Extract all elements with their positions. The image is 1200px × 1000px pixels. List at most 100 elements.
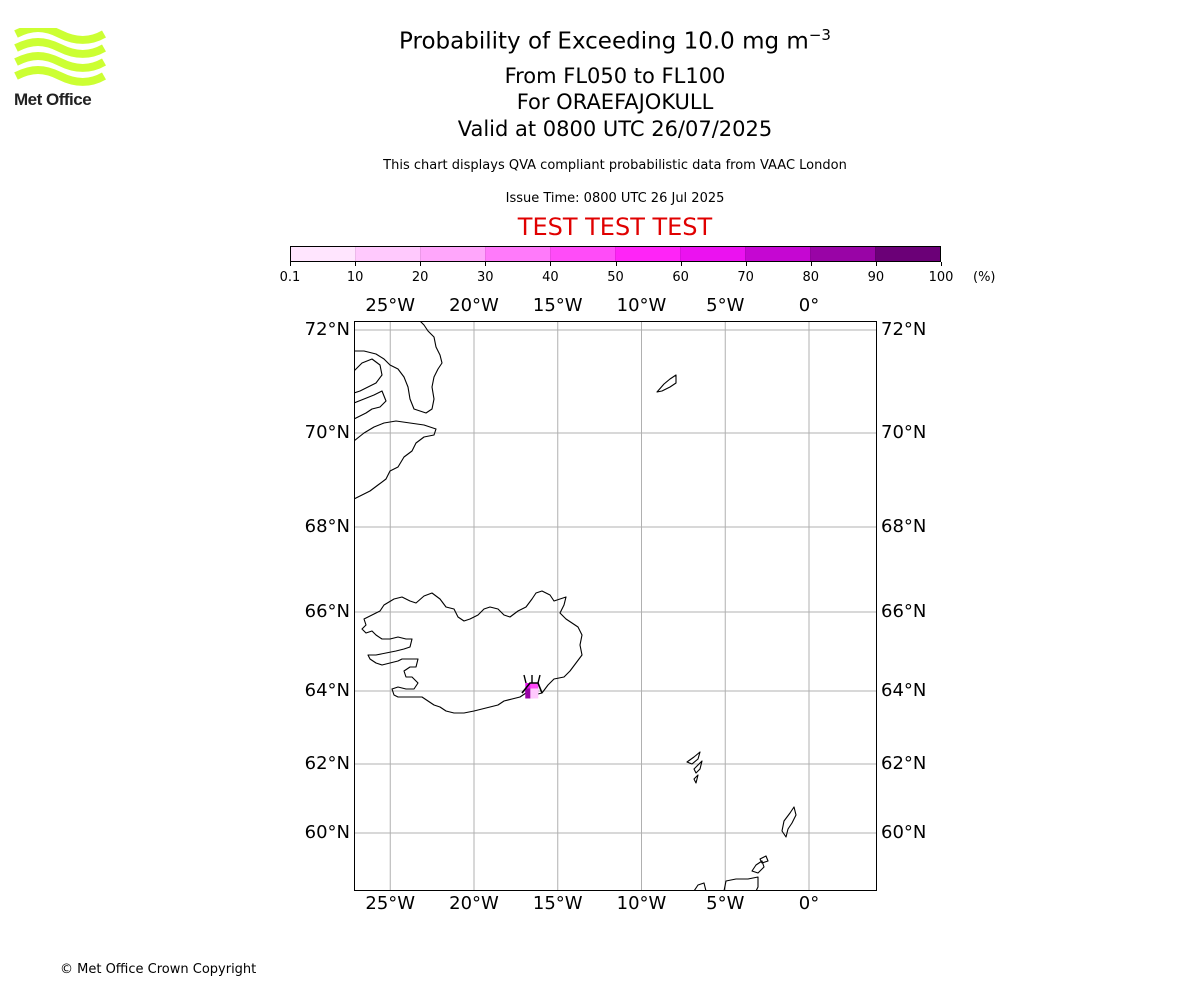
left-latitude-label: 64°N [304, 680, 350, 701]
bottom-longitude-label: 20°W [449, 893, 499, 914]
colorbar-segment [355, 247, 420, 261]
colorbar-tick-mark [420, 262, 422, 266]
probability-colorbar [290, 246, 941, 262]
chart-title: Probability of Exceeding 10.0 mg m−3 [0, 26, 1200, 55]
colorbar-tick-label: 20 [411, 270, 429, 285]
right-latitude-label: 70°N [881, 422, 927, 443]
colorbar-tick-mark [745, 262, 747, 266]
colorbar-segment [291, 247, 355, 261]
colorbar-tick-mark [680, 262, 682, 266]
colorbar-tick-mark [290, 262, 291, 266]
top-longitude-label: 0° [798, 295, 820, 316]
probability-cells [525, 683, 539, 699]
graticule [354, 321, 877, 891]
jan-mayen-coastline [656, 374, 677, 393]
copyright-notice: © Met Office Crown Copyright [60, 962, 257, 977]
coastlines [354, 321, 797, 891]
colorbar-tick-label: 0.1 [279, 270, 301, 285]
volcano-marker [521, 674, 543, 694]
colorbar-segment [485, 247, 550, 261]
colorbar-segment [550, 247, 615, 261]
probability-cell [530, 688, 539, 699]
greenland-coastline [354, 358, 383, 394]
colorbar-segment [680, 247, 745, 261]
logo-wave [14, 66, 106, 86]
logo-wave [14, 38, 106, 58]
colorbar-segment [420, 247, 485, 261]
met-office-waves-icon [14, 24, 106, 86]
title-main: Probability of Exceeding 10.0 mg m [399, 28, 809, 55]
volcano-plume-icon [523, 674, 541, 684]
orkney-coastline [751, 860, 765, 874]
probability-cell [525, 688, 534, 699]
flight-level-range: From FL050 to FL100 [504, 64, 726, 88]
right-latitude-label: 72°N [881, 319, 927, 340]
left-latitude-label: 66°N [304, 601, 350, 622]
colorbar-tick-mark [355, 262, 357, 266]
scotland-coastline [723, 876, 759, 891]
colorbar-tick-label: 10 [346, 270, 364, 285]
right-latitude-label: 60°N [881, 822, 927, 843]
colorbar-segment [810, 247, 875, 261]
volcano-name: For ORAEFAJOKULL [516, 90, 714, 114]
probability-cell [525, 683, 534, 693]
bottom-longitude-label: 25°W [365, 893, 416, 914]
top-longitude-label: 5°W [706, 295, 745, 316]
probability-cell [530, 683, 539, 693]
met-office-logo: Met Office [14, 24, 108, 112]
left-latitude-label: 72°N [304, 319, 350, 340]
issue-time: Issue Time: 0800 UTC 26 Jul 2025 [505, 191, 725, 206]
colorbar-tick-label: 90 [867, 270, 885, 285]
left-latitude-label: 68°N [304, 516, 350, 537]
greenland-coastline [354, 420, 437, 500]
map-panel [354, 321, 877, 891]
right-latitude-label: 68°N [881, 516, 927, 537]
volcano-icon [521, 682, 543, 694]
logo-wave [14, 24, 106, 44]
colorbar-tick-label: 50 [607, 270, 624, 285]
bottom-longitude-label: 0° [798, 893, 820, 914]
colorbar-tick-label: 80 [802, 270, 820, 285]
colorbar-unit: (%) [973, 270, 996, 285]
map-background [354, 321, 877, 891]
right-latitude-label: 64°N [881, 680, 927, 701]
greenland-coastline [354, 390, 387, 420]
bottom-longitude-label: 15°W [532, 893, 583, 914]
map-frame [354, 321, 877, 891]
colorbar-tick-mark [810, 262, 812, 266]
colorbar-segment [875, 247, 940, 261]
top-longitude-label: 10°W [616, 295, 667, 316]
chart-description: This chart displays QVA compliant probab… [383, 158, 847, 173]
top-longitude-label: 25°W [365, 295, 416, 316]
greenland-coastline [354, 321, 443, 414]
colorbar-tick-label: 60 [672, 270, 689, 285]
right-latitude-label: 66°N [881, 601, 927, 622]
faroe-islands-coastline [686, 751, 701, 765]
right-latitude-label: 62°N [881, 753, 927, 774]
scotland-coastline [693, 882, 707, 891]
top-longitude-label: 15°W [532, 295, 583, 316]
title-exponent: −3 [808, 26, 831, 44]
colorbar-segment [745, 247, 810, 261]
logo-text: Met Office [14, 90, 92, 109]
shetland-coastline [781, 806, 797, 838]
colorbar-tick-mark [615, 262, 617, 266]
colorbar-tick-label: 100 [928, 270, 954, 285]
faroe-islands-coastline [693, 774, 699, 784]
orkney-coastline [759, 855, 769, 864]
logo-wave [14, 52, 106, 72]
colorbar-tick-label: 70 [737, 270, 754, 285]
colorbar-tick-mark [485, 262, 487, 266]
top-longitude-label: 20°W [449, 295, 499, 316]
colorbar-tick-mark [550, 262, 552, 266]
colorbar-tick-mark [941, 262, 942, 266]
faroe-islands-coastline [693, 760, 703, 774]
colorbar-tick-mark [875, 262, 877, 266]
valid-time: Valid at 0800 UTC 26/07/2025 [457, 117, 773, 141]
colorbar-tick-label: 30 [477, 270, 494, 285]
iceland-coastline [361, 590, 583, 714]
left-latitude-label: 70°N [304, 422, 350, 443]
left-latitude-label: 60°N [304, 822, 350, 843]
colorbar-segment [615, 247, 680, 261]
test-banner: TEST TEST TEST [517, 213, 713, 241]
